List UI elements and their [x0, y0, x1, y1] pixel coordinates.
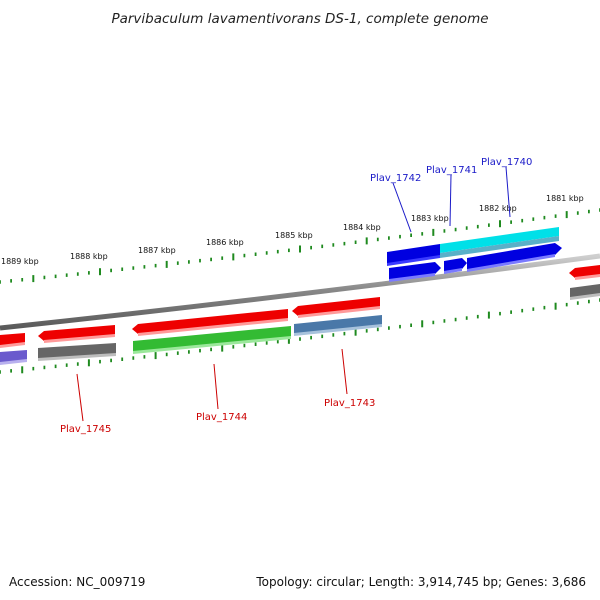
ruler-label-1885: 1885 kbp — [275, 231, 313, 240]
gene-label-plav-1745[interactable]: Plav_1745 — [60, 424, 111, 435]
gene-label-plav-1740[interactable]: Plav_1740 — [481, 157, 532, 168]
accession-text: Accession: NC_009719 — [9, 575, 146, 589]
gene-red-1745[interactable] — [38, 325, 115, 343]
gene-purple-left-edge[interactable] — [0, 350, 27, 365]
gene-cyan-1740[interactable] — [440, 227, 559, 258]
gene-blue-1741[interactable] — [444, 258, 467, 274]
gene-gray-1745[interactable] — [38, 343, 116, 361]
ruler-label-1881: 1881 kbp — [546, 194, 584, 203]
chart-title: Parvibaculum lavamentivorans DS-1, compl… — [111, 11, 488, 27]
gene-blue-top-1742[interactable] — [387, 244, 440, 266]
gene-red-1743[interactable] — [292, 297, 380, 318]
gene-label-plav-1742[interactable]: Plav_1742 — [370, 173, 421, 184]
leader-line-1743 — [341, 348, 348, 395]
gene-blue-1740[interactable] — [467, 243, 562, 272]
gene-green-1744[interactable] — [133, 326, 291, 354]
gene-label-plav-1741[interactable]: Plav_1741 — [426, 165, 477, 176]
ruler-label-1886: 1886 kbp — [206, 238, 244, 247]
ruler-label-1883: 1883 kbp — [411, 214, 449, 223]
gene-red-1744[interactable] — [132, 309, 288, 336]
gene-red-right-edge[interactable] — [569, 265, 600, 280]
ruler-label-1884: 1884 kbp — [343, 223, 381, 232]
ruler-label-1889: 1889 kbp — [1, 257, 39, 266]
genome-backbone — [0, 253, 600, 331]
top-ruler-ticks — [0, 208, 600, 284]
gene-gray-right-edge[interactable] — [570, 284, 600, 300]
gene-label-plav-1744[interactable]: Plav_1744 — [196, 412, 247, 423]
gene-red-left-edge[interactable] — [0, 333, 25, 348]
leader-line-1741 — [449, 174, 452, 227]
ruler-label-1888: 1888 kbp — [70, 252, 108, 261]
leader-line-1745 — [76, 373, 84, 422]
ruler-label-1887: 1887 kbp — [138, 246, 176, 255]
leader-line-1742 — [392, 182, 412, 233]
genome-summary-text: Topology: circular; Length: 3,914,745 bp… — [256, 575, 586, 589]
bottom-ruler-ticks — [0, 298, 600, 374]
leader-line-1740 — [505, 166, 511, 218]
gene-label-plav-1743[interactable]: Plav_1743 — [324, 398, 375, 409]
ruler-label-1882: 1882 kbp — [479, 204, 517, 213]
gene-blue-1742[interactable] — [389, 262, 441, 282]
gene-steel-1743[interactable] — [294, 315, 382, 336]
leader-line-1744 — [213, 363, 219, 410]
